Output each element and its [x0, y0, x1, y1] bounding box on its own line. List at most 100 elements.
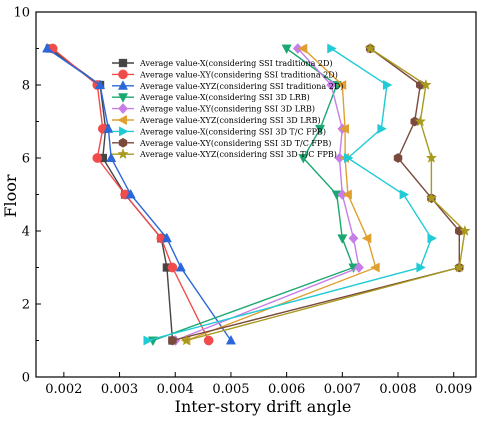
data-point	[425, 151, 438, 163]
legend-label: Average value-XY(considering SSI traditi…	[139, 70, 338, 79]
y-tick-label: 8	[22, 79, 30, 94]
data-point	[103, 123, 114, 133]
legend-item: Average value-XYZ(considering SSI 3D LRB…	[112, 114, 321, 126]
legend-item: Average value-X(considering SSI 3D T/C F…	[112, 126, 326, 137]
data-point	[399, 189, 410, 200]
data-point	[354, 262, 364, 273]
legend-marker	[117, 148, 129, 160]
data-point	[297, 43, 308, 54]
legend-item: Average value-X(considering SSI 3D LRB)	[112, 93, 310, 103]
x-tick-label: 0.002	[45, 382, 82, 397]
y-tick-label: 4	[22, 225, 30, 240]
data-point	[180, 334, 193, 346]
data-point	[106, 152, 117, 162]
legend-label: Average value-XYZ(considering SSI 3D T/C…	[139, 150, 337, 159]
data-point	[382, 79, 393, 91]
x-tick-label: 0.003	[101, 382, 138, 397]
data-point	[336, 79, 347, 91]
series-3	[42, 42, 236, 345]
y-tick-label: 2	[22, 298, 30, 313]
legend-label: Average value-X(considering SSI 3D LRB)	[139, 93, 310, 102]
legend-marker	[118, 137, 128, 148]
series-line	[186, 47, 466, 342]
data-point	[427, 233, 438, 244]
data-point	[342, 189, 352, 200]
data-point	[125, 188, 136, 199]
data-point	[298, 154, 309, 164]
legend-marker	[118, 103, 128, 115]
data-point	[416, 262, 426, 273]
legend-marker	[118, 58, 128, 68]
data-point	[95, 79, 106, 89]
legend-item: Average value-XY(considering SSI 3D LRB)	[112, 103, 315, 115]
x-tick-label: 0.009	[435, 382, 472, 397]
data-point	[348, 232, 359, 244]
series-7	[143, 43, 438, 346]
series-line	[52, 47, 210, 341]
legend-marker	[117, 93, 129, 103]
legend-item: Average value-XY(considering SSI 3D T/C …	[112, 137, 331, 148]
data-point	[343, 152, 354, 164]
legend-label: Average value-XY(considering SSI 3D T/C …	[139, 139, 331, 148]
data-point	[370, 262, 380, 273]
y-tick-label: 0	[22, 371, 30, 386]
series-9	[180, 42, 471, 346]
data-point	[281, 44, 292, 55]
y-axis-title: Floor	[1, 174, 20, 217]
data-point	[175, 261, 186, 272]
legend-item: Average value-XY(considering SSI traditi…	[112, 69, 338, 80]
series-line	[152, 47, 355, 342]
x-tick-label: 0.004	[157, 382, 194, 397]
y-tick-label: 6	[22, 152, 30, 167]
data-point	[453, 261, 466, 273]
data-point	[326, 79, 337, 91]
data-point	[377, 123, 387, 134]
data-point	[393, 153, 403, 163]
y-tick-label: 10	[13, 6, 30, 21]
data-point	[339, 123, 350, 134]
legend-item: Average value-XYZ(considering SSI tradit…	[112, 80, 343, 91]
data-point	[361, 233, 372, 244]
data-point	[337, 234, 348, 244]
data-point	[167, 262, 178, 273]
legend: Average value-X(considering SSI traditio…	[112, 58, 343, 160]
legend-label: Average value-X(considering SSI 3D T/C F…	[139, 127, 326, 136]
legend-marker	[117, 80, 129, 90]
legend-item: Average value-X(considering SSI traditio…	[112, 58, 333, 68]
data-point	[315, 124, 326, 135]
data-point	[42, 42, 53, 53]
series-line	[174, 48, 360, 342]
data-point	[459, 224, 471, 236]
data-point	[161, 232, 172, 243]
series-line	[46, 47, 232, 341]
legend-marker	[117, 114, 127, 126]
data-point	[92, 153, 103, 163]
axes-layer: 0.002 0.003 0.004 0.005 0.006 0.007 0.008 0.009…	[13, 6, 472, 398]
data-point	[414, 115, 427, 127]
series-layer	[42, 42, 471, 347]
data-point	[364, 42, 376, 54]
series-line	[186, 47, 377, 342]
legend-label: Average value-XYZ(considering SSI tradit…	[139, 82, 343, 91]
series-line	[147, 47, 433, 342]
legend-marker	[118, 69, 128, 80]
legend-marker	[119, 126, 129, 137]
data-point	[327, 43, 337, 54]
series-line	[172, 47, 460, 342]
legend-label: Average value-XY(considering SSI 3D LRB)	[139, 105, 315, 114]
x-tick-label: 0.007	[324, 382, 361, 397]
data-point	[225, 334, 236, 345]
data-point	[143, 335, 153, 346]
x-tick-label: 0.005	[212, 382, 249, 397]
data-point	[420, 78, 432, 90]
data-point	[425, 192, 438, 204]
data-point	[203, 335, 214, 346]
x-tick-label: 0.006	[268, 382, 305, 397]
legend-label: Average value-XYZ(considering SSI 3D LRB…	[139, 116, 321, 125]
x-tick-label: 0.008	[379, 382, 416, 397]
data-point	[410, 116, 419, 127]
x-axis-title: Inter-story drift angle	[175, 397, 352, 416]
legend-item: Average value-XYZ(considering SSI 3D T/C…	[112, 148, 337, 160]
legend-label: Average value-X(considering SSI traditio…	[139, 59, 333, 68]
